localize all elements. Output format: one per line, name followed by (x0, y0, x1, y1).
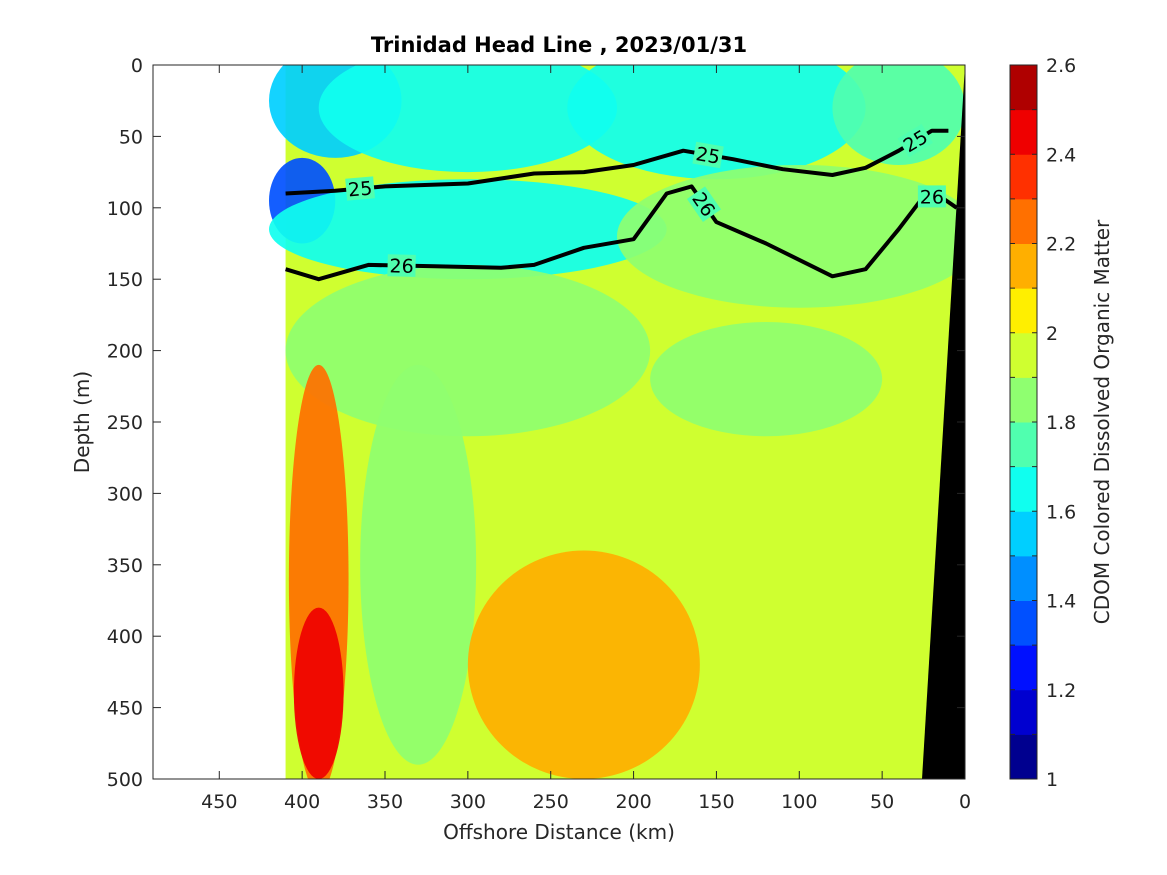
colorbar-swatch (1010, 65, 1037, 111)
colorbar: 1 1.2 1.4 1.6 1.8 2 2.2 2.4 2.6 (1009, 55, 1076, 791)
y-tick-label: 250 (107, 412, 143, 434)
colorbar-swatch (1010, 198, 1037, 244)
contour-label-text: 25 (347, 178, 373, 202)
cdom-region-7 (285, 264, 651, 437)
y-tick-label: 450 (107, 698, 143, 720)
colorbar-swatch (1010, 288, 1037, 334)
x-tick-label: 450 (201, 791, 237, 813)
colorbar-swatch (1010, 645, 1037, 691)
colorbar-tick-label: 1.6 (1046, 501, 1076, 523)
x-tick-label: 100 (781, 791, 817, 813)
x-axis-ticks: 450 400 350 300 250 200 150 100 50 0 (201, 65, 971, 813)
x-tick-label: 150 (698, 791, 734, 813)
chart-title: Trinidad Head Line , 2023/01/31 (371, 33, 747, 57)
y-axis-label: Depth (m) (70, 371, 94, 473)
contour-label-bg (387, 254, 416, 277)
colorbar-tick-label: 2.6 (1046, 55, 1076, 77)
seafloor-bathymetry (922, 65, 965, 779)
cdom-region-1 (318, 65, 617, 173)
contour-line-26 (285, 184, 958, 282)
contour-label-26: 26 (387, 254, 416, 278)
contour-label-26: 26 (917, 185, 946, 208)
y-tick-label: 150 (107, 269, 143, 291)
x-tick-label: 400 (284, 791, 320, 813)
colorbar-swatch (1010, 332, 1037, 378)
colorbar-swatch (1010, 734, 1037, 780)
colorbar-swatch (1010, 555, 1037, 601)
cdom-region-3 (832, 65, 965, 165)
x-tick-label: 300 (450, 791, 486, 813)
cdom-field (269, 65, 965, 779)
cdom-region-10 (293, 607, 344, 779)
colorbar-swatch (1010, 466, 1037, 512)
y-tick-label: 350 (107, 555, 143, 577)
contour-label-bg (917, 185, 946, 208)
contour-label-text: 26 (920, 186, 944, 208)
colorbar-tick-label: 1.2 (1046, 680, 1076, 702)
colorbar-swatch (1010, 243, 1037, 289)
contour-label-bg (692, 141, 724, 169)
colorbar-swatch (1010, 109, 1037, 155)
contour-label-25: 25 (692, 141, 724, 169)
contour-label-bg (345, 176, 375, 201)
colorbar-tick-label: 2.4 (1046, 144, 1076, 166)
y-tick-label: 100 (107, 198, 143, 220)
y-tick-label: 50 (119, 126, 143, 148)
contour-label-25: 25 (345, 176, 375, 201)
x-axis-label: Offshore Distance (km) (443, 820, 675, 844)
contour-label-text: 25 (694, 143, 722, 169)
colorbar-tick-label: 2 (1046, 323, 1058, 345)
colorbar-tick-label: 2.2 (1046, 234, 1076, 256)
colorbar-tick-label: 1.4 (1046, 591, 1076, 613)
x-tick-label: 0 (959, 791, 971, 813)
y-tick-label: 0 (131, 55, 143, 77)
x-tick-label: 350 (367, 791, 403, 813)
cdom-region-11 (360, 364, 477, 765)
x-tick-label: 50 (870, 791, 894, 813)
colorbar-swatch (1010, 511, 1037, 557)
cdom-region-8 (650, 322, 883, 437)
cdom-region-12 (467, 550, 700, 779)
y-tick-label: 400 (107, 626, 143, 648)
cdom-region-2 (567, 65, 866, 180)
contour-label-bg (686, 186, 722, 222)
y-tick-label: 500 (107, 769, 143, 791)
colorbar-swatch (1010, 689, 1037, 735)
x-tick-label: 200 (615, 791, 651, 813)
colorbar-tick-label: 1 (1046, 769, 1058, 791)
contour-label-text: 26 (389, 255, 414, 278)
colorbar-swatch (1010, 600, 1037, 646)
colorbar-swatch (1010, 422, 1037, 468)
y-tick-label: 200 (107, 341, 143, 363)
colorbar-swatch (1010, 377, 1037, 423)
contour-line-25 (285, 128, 949, 196)
colorbar-label: CDOM Colored Dissolved Organic Matter (1090, 219, 1114, 624)
contour-label-bg (897, 124, 933, 158)
y-tick-label: 300 (107, 483, 143, 505)
x-tick-label: 250 (533, 791, 569, 813)
colorbar-tick-label: 1.8 (1046, 412, 1076, 434)
y-axis-ticks: 0 50 100 150 200 250 300 350 400 450 500 (107, 55, 965, 791)
cdom-region-5 (269, 179, 667, 280)
colorbar-swatch (1010, 154, 1037, 200)
